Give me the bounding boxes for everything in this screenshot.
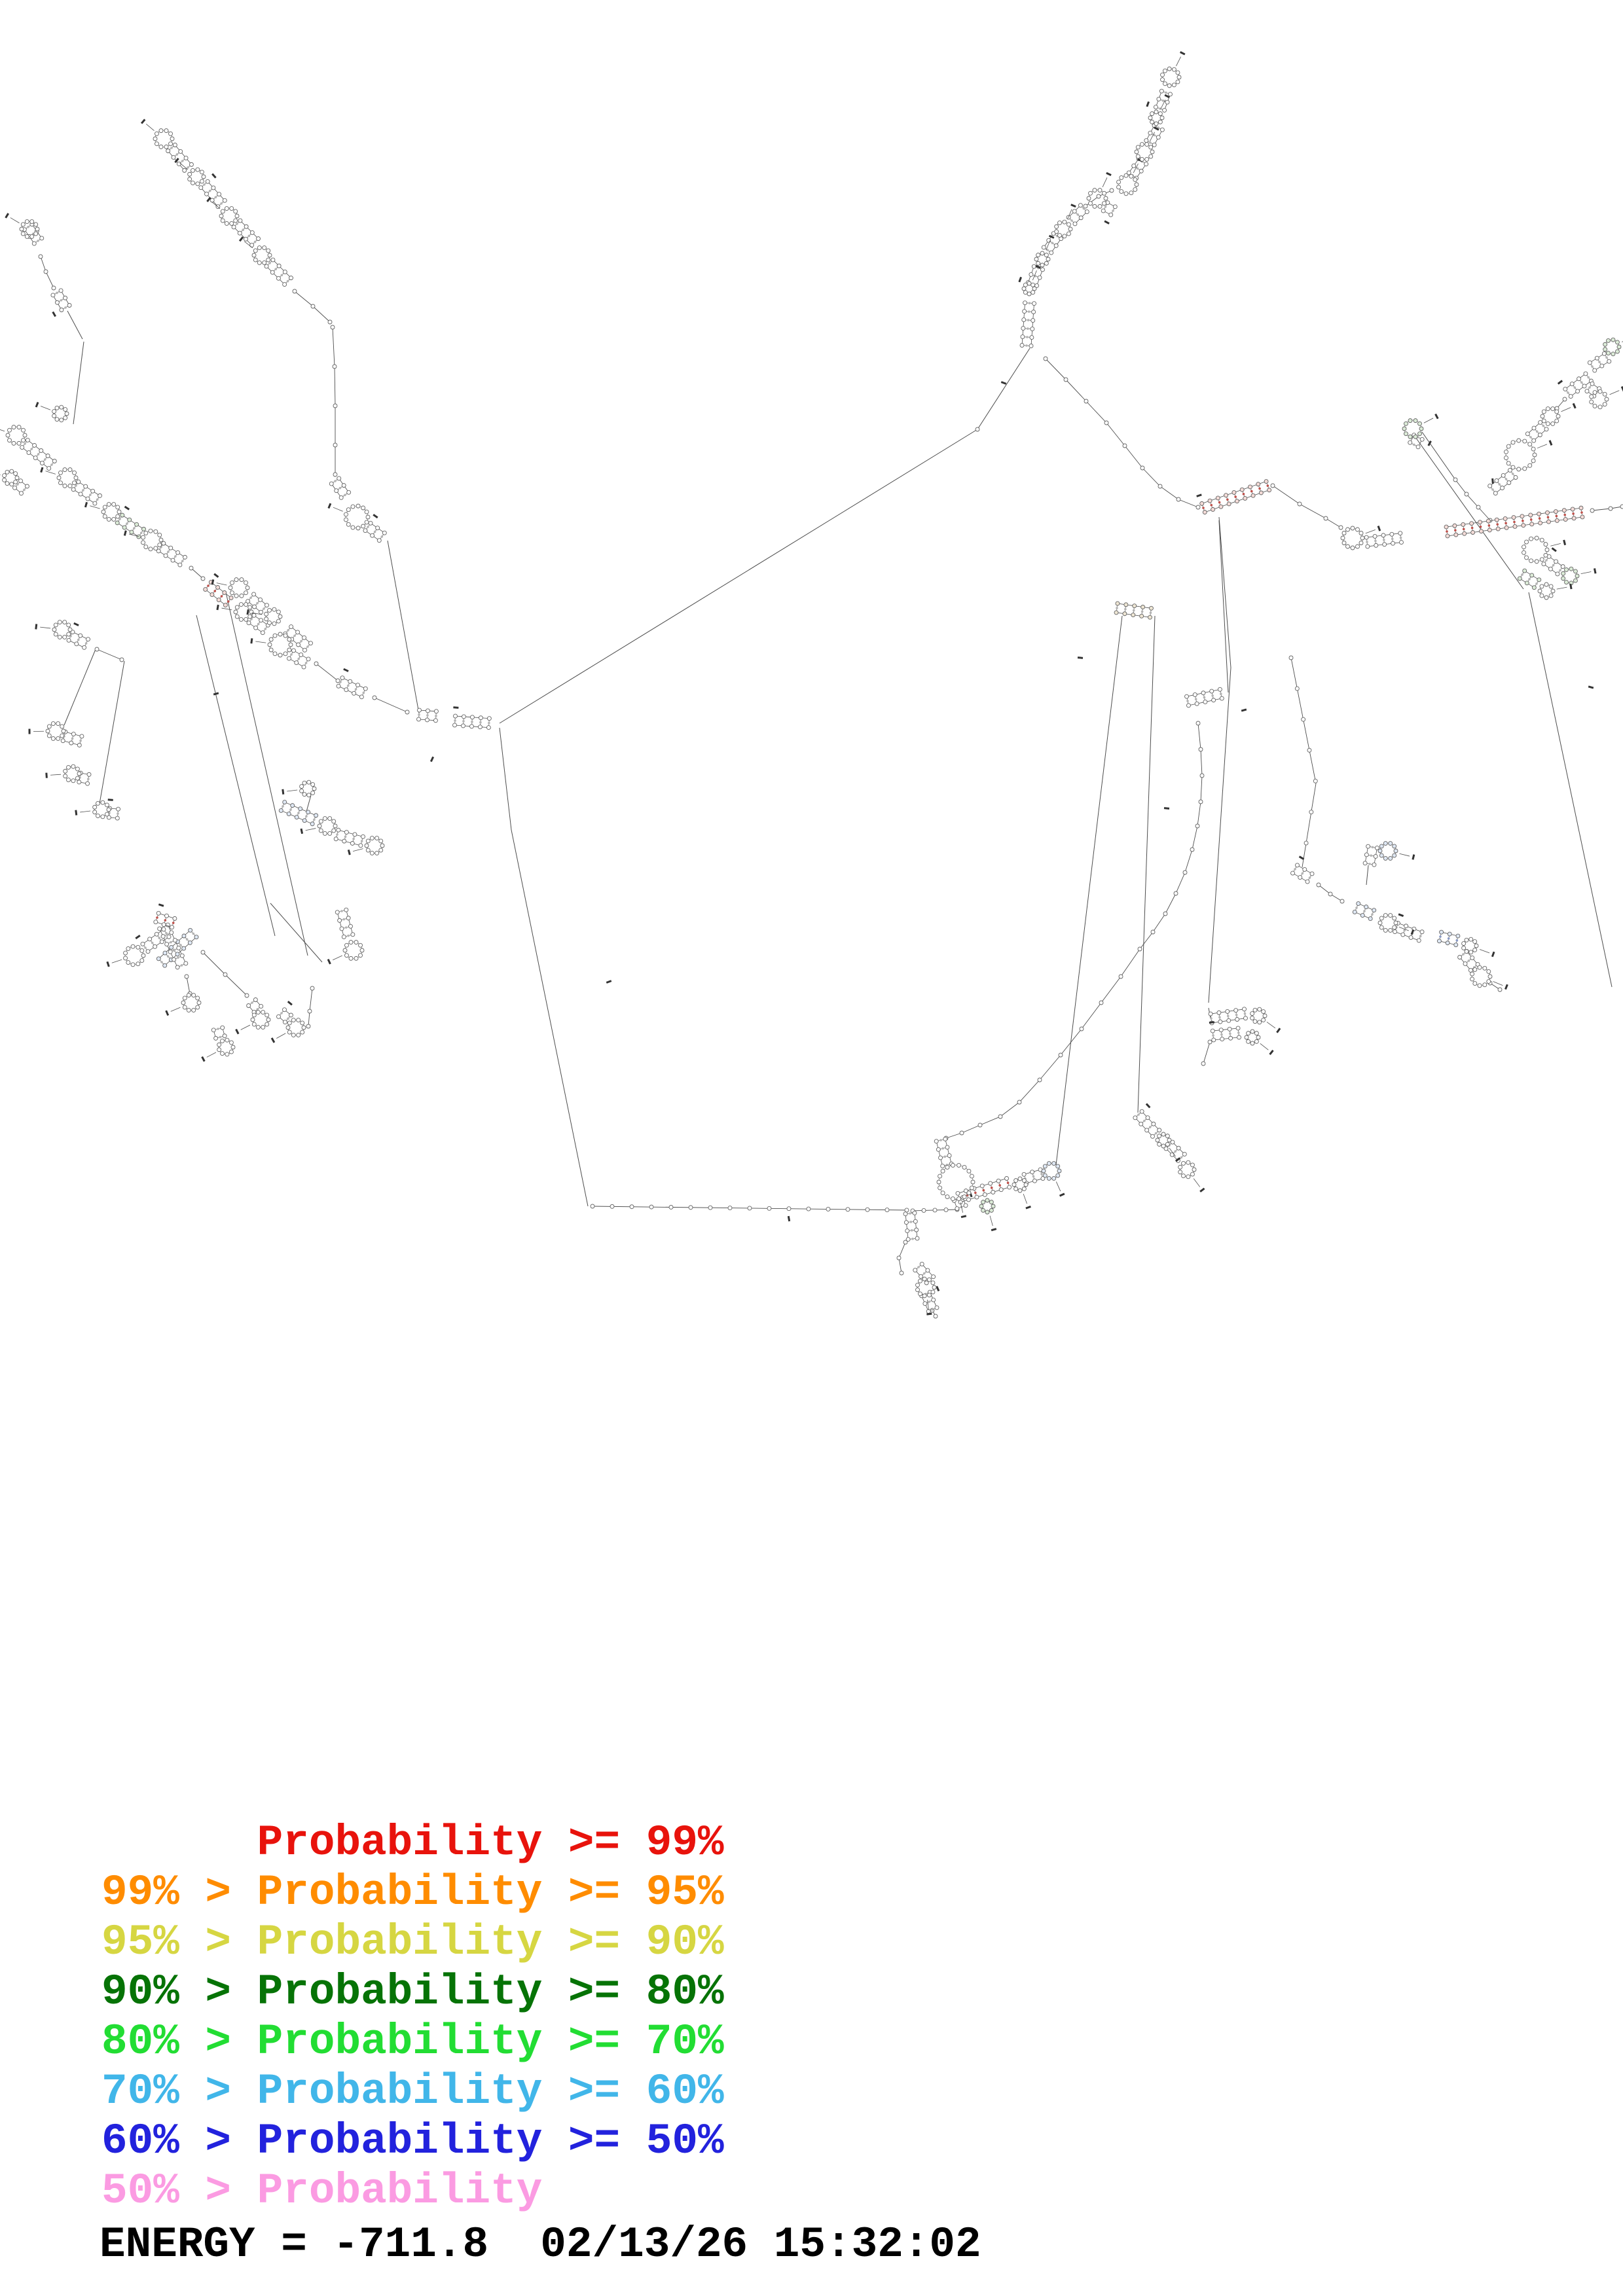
- legend-row-90: 95% > Probability >= 90%: [101, 1918, 724, 1967]
- legend-row-70: 80% > Probability >= 70%: [101, 2017, 724, 2066]
- legend-row-50: 60% > Probability >= 50%: [101, 2117, 724, 2166]
- probability-legend: Probability >= 99% 99% > Probability >= …: [101, 1818, 724, 2216]
- legend-row-80: 90% > Probability >= 80%: [101, 1967, 724, 2017]
- legend-row-99: Probability >= 99%: [257, 1818, 724, 1867]
- energy-line: ENERGY = -711.8 02/13/26 15:32:02: [100, 2220, 981, 2269]
- legend-row-60: 70% > Probability >= 60%: [101, 2067, 724, 2116]
- legend-row-95: 99% > Probability >= 95%: [101, 1868, 724, 1917]
- legend-row-below50: 50% > Probability: [101, 2166, 543, 2215]
